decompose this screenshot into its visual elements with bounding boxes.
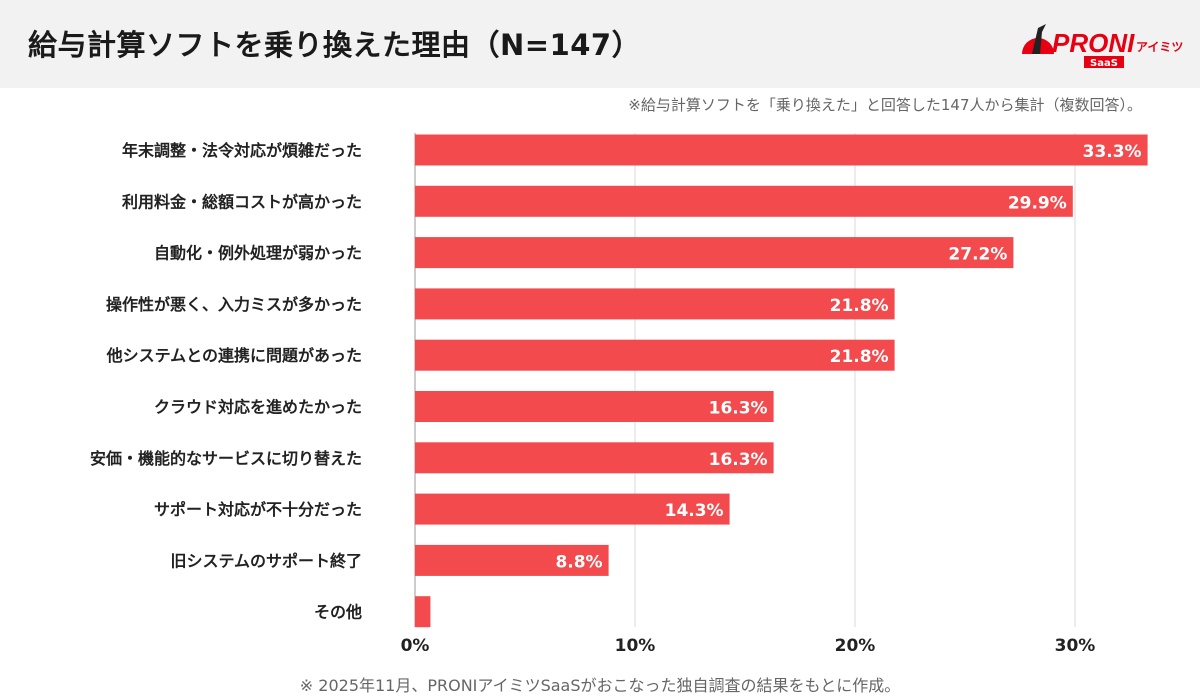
bar (415, 391, 774, 422)
header: 給与計算ソフトを乗り換えた理由（N=147） PRONI アイミツ SaaS (0, 0, 1200, 88)
bar (415, 596, 431, 628)
x-tick-label: 20% (835, 636, 876, 656)
category-label: サポート対応が不十分だった (154, 500, 362, 519)
data-label: 8.8% (555, 552, 602, 572)
bar (415, 237, 1014, 269)
bar (415, 185, 1073, 217)
x-tick-label: 10% (615, 636, 656, 656)
category-label: その他 (314, 603, 362, 622)
bar (415, 493, 730, 525)
category-label: 操作性が悪く、入力ミスが多かった (106, 295, 362, 314)
x-tick-label: 0% (401, 636, 430, 656)
bar (415, 442, 774, 474)
data-label: 16.3% (709, 399, 768, 419)
category-label: 利用料金・総額コストが高かった (122, 192, 362, 211)
category-label: 自動化・例外処理が弱かった (154, 244, 362, 263)
category-label: クラウド対応を進めたかった (154, 398, 362, 417)
data-label: 33.3% (1083, 142, 1142, 162)
data-label: 21.8% (830, 347, 889, 367)
x-tick-label: 30% (1055, 636, 1096, 656)
bar (415, 288, 895, 320)
bar (415, 339, 895, 371)
data-label: 29.9% (1008, 193, 1067, 213)
survey-note: ※給与計算ソフトを「乗り換えた」と回答した147人から集計（複数回答）。 (628, 96, 1142, 114)
proni-logo: PRONI アイミツ SaaS (1022, 24, 1183, 69)
category-label: 安価・機能的なサービスに切り替えた (90, 449, 362, 468)
svg-text:PRONI: PRONI (1052, 28, 1135, 58)
category-label: 他システムとの連携に問題があった (106, 346, 362, 365)
data-label: 14.3% (665, 501, 724, 521)
category-label: 旧システムのサポート終了 (170, 551, 362, 570)
bar (415, 134, 1148, 166)
data-label: 16.3% (709, 450, 768, 470)
footer-note: ※ 2025年11月、PRONIアイミツSaaSがおこなった独自調査の結果をもと… (299, 676, 901, 695)
data-label: 27.2% (948, 245, 1007, 265)
bar (415, 544, 609, 576)
svg-text:SaaS: SaaS (1090, 58, 1118, 69)
page-title: 給与計算ソフトを乗り換えた理由（N=147） (28, 28, 642, 62)
svg-text:アイミツ: アイミツ (1136, 40, 1183, 54)
category-label: 年末調整・法令対応が煩雑だった (122, 141, 362, 160)
data-label: 21.8% (830, 296, 889, 316)
